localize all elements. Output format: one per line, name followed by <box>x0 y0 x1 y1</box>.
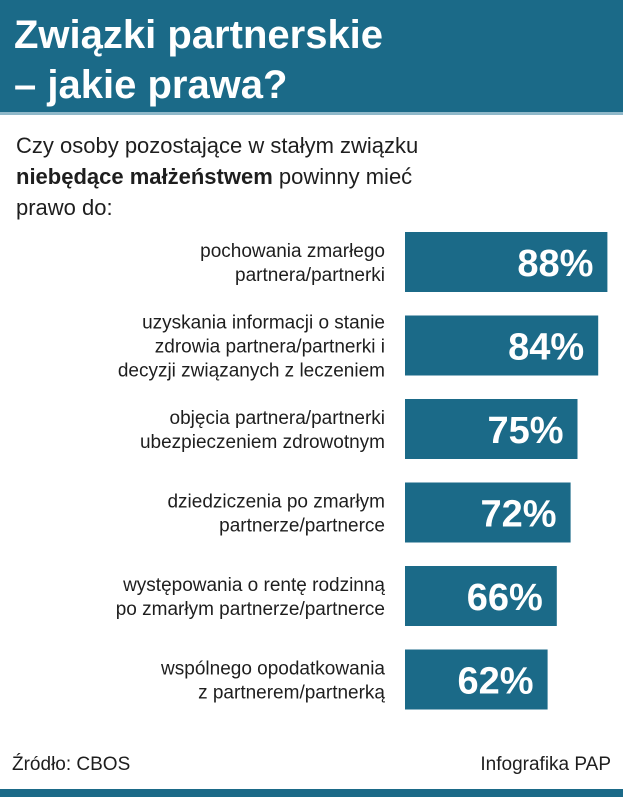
bar <box>405 315 599 376</box>
category-label: pochowania zmarłego <box>200 241 385 262</box>
value-label: 84% <box>508 327 584 369</box>
subtitle: Czy osoby pozostające w stałym związku <box>16 133 418 158</box>
title-rule <box>0 112 623 115</box>
source: Źródło: CBOS <box>12 754 130 775</box>
bar <box>405 482 571 543</box>
category-label: ubezpieczeniem zdrowotnym <box>140 432 385 453</box>
bottom-rule <box>0 789 623 797</box>
value-label: 66% <box>467 577 543 619</box>
category-label: objęcia partnera/partnerki <box>170 408 385 429</box>
category-label: dziedziczenia po zmarłym <box>167 492 385 513</box>
value-label: 75% <box>487 410 563 452</box>
category-label: po zmarłym partnerze/partnerce <box>116 599 385 620</box>
category-label: partnerze/partnerce <box>219 516 385 537</box>
bar <box>405 649 548 710</box>
category-label: zdrowia partnera/partnerki i <box>155 337 385 358</box>
value-label: 62% <box>458 661 534 703</box>
bar <box>405 399 578 459</box>
subtitle: powinny mieć <box>279 164 412 189</box>
category-label: wspólnego opodatkowania <box>160 659 385 680</box>
category-label: z partnerem/partnerką <box>198 683 385 704</box>
chart-title: – jakie prawa? <box>14 63 287 107</box>
subtitle-bold: niebędące małżeństwem <box>16 164 273 189</box>
category-label: partnera/partnerki <box>235 265 385 286</box>
category-label: uzyskania informacji o stanie <box>142 313 385 334</box>
subtitle: niebędące małżeństwem powinny mieć <box>16 164 412 189</box>
subtitle: prawo do: <box>16 195 113 220</box>
credit: Infografika PAP <box>480 754 611 775</box>
title-band <box>0 0 623 112</box>
bar <box>405 566 557 626</box>
chart-title: Związki partnerskie <box>14 13 383 57</box>
bar <box>405 232 608 292</box>
value-label: 72% <box>481 494 557 536</box>
value-label: 88% <box>517 243 593 285</box>
category-label: występowania o rentę rodzinną <box>122 575 385 596</box>
category-label: decyzji związanych z leczeniem <box>118 361 385 382</box>
